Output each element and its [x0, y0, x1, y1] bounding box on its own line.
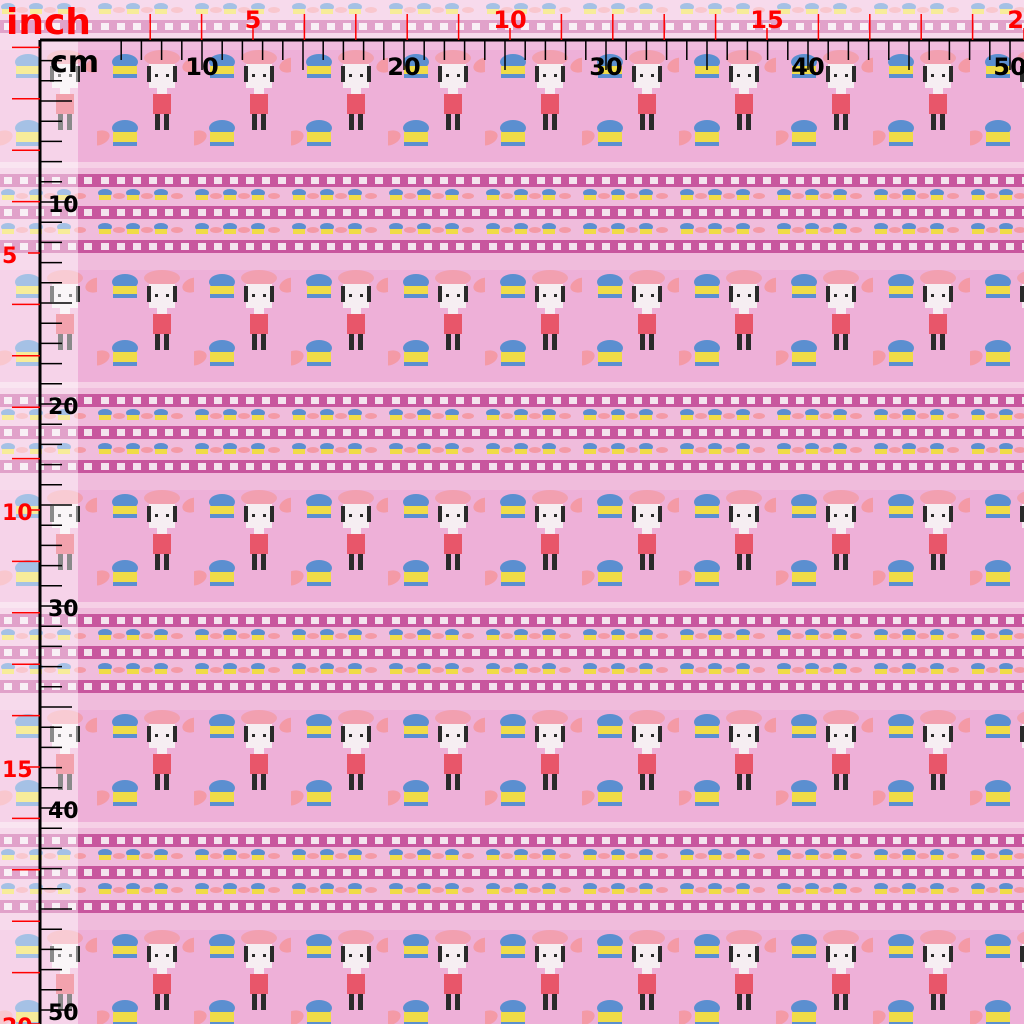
- cm-label-left: 30: [48, 597, 79, 622]
- cm-label-left: 40: [48, 799, 79, 824]
- inch-label-top: 20: [1007, 6, 1024, 34]
- cm-label-top: 30: [589, 53, 622, 81]
- cm-unit-label: cm: [50, 45, 99, 80]
- cm-label-left: 50: [48, 1001, 79, 1024]
- inch-unit-label: inch: [6, 2, 91, 43]
- cm-label-top: 50: [993, 53, 1024, 81]
- cm-label-top: 20: [387, 53, 420, 81]
- cm-label-left: 10: [48, 193, 79, 218]
- inch-label-left: 20: [2, 1015, 33, 1024]
- inch-label-left: 10: [2, 501, 33, 526]
- inch-label-top: 5: [245, 6, 262, 34]
- cm-label-top: 10: [185, 53, 218, 81]
- inch-label-top: 15: [750, 6, 783, 34]
- inch-label-left: 15: [2, 758, 33, 783]
- fade-top: [78, 0, 1024, 40]
- inch-label-top: 10: [493, 6, 526, 34]
- inch-label-left: 5: [2, 244, 17, 269]
- cm-label-left: 20: [48, 395, 79, 420]
- cm-label-top: 40: [791, 53, 824, 81]
